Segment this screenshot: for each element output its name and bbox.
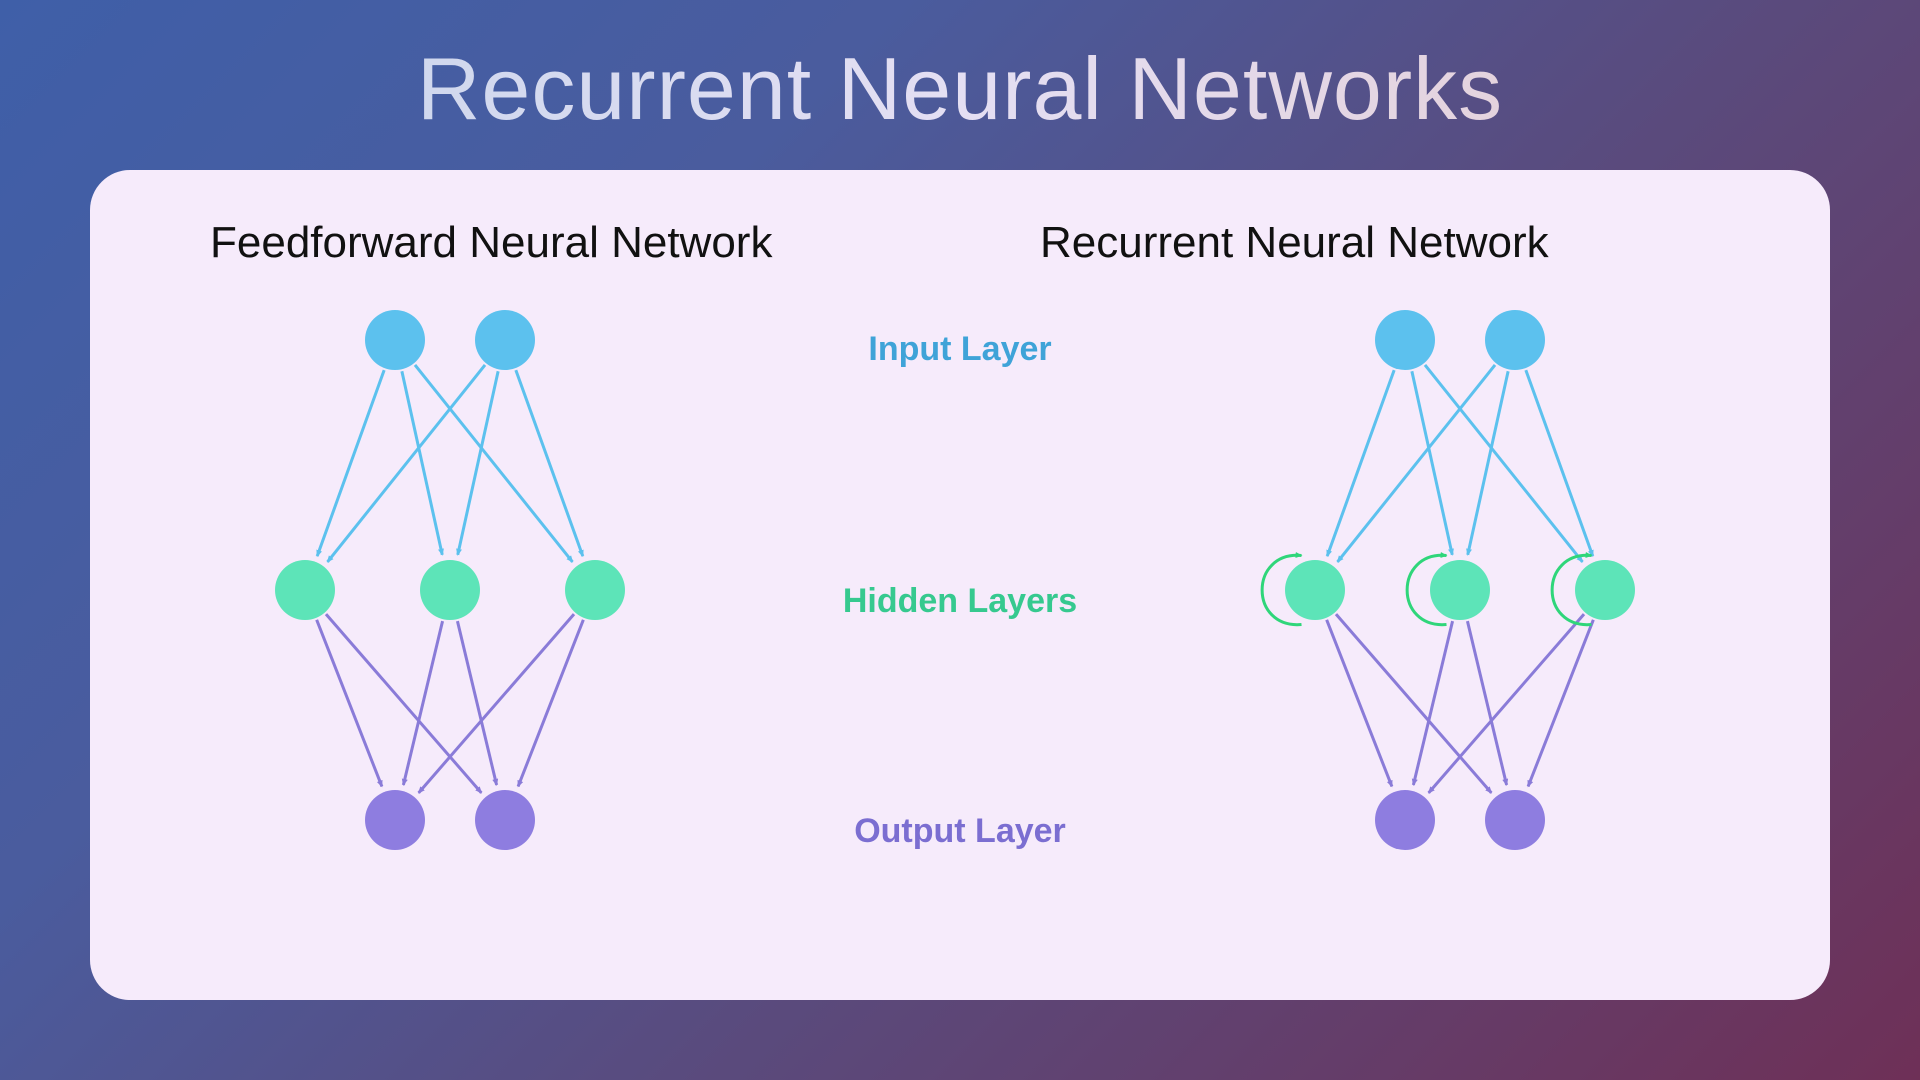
layer-label-output: Output Layer [810, 812, 1110, 851]
left-subtitle: Feedforward Neural Network [210, 218, 772, 268]
layer-label-input: Input Layer [810, 330, 1110, 369]
right-subtitle: Recurrent Neural Network [1040, 218, 1549, 268]
content-card: Feedforward Neural Network Recurrent Neu… [90, 170, 1830, 1000]
feedforward-diagram [210, 280, 690, 920]
page-title: Recurrent Neural Networks [417, 38, 1503, 140]
layer-label-hidden: Hidden Layers [810, 582, 1110, 621]
recurrent-diagram [1220, 280, 1700, 920]
